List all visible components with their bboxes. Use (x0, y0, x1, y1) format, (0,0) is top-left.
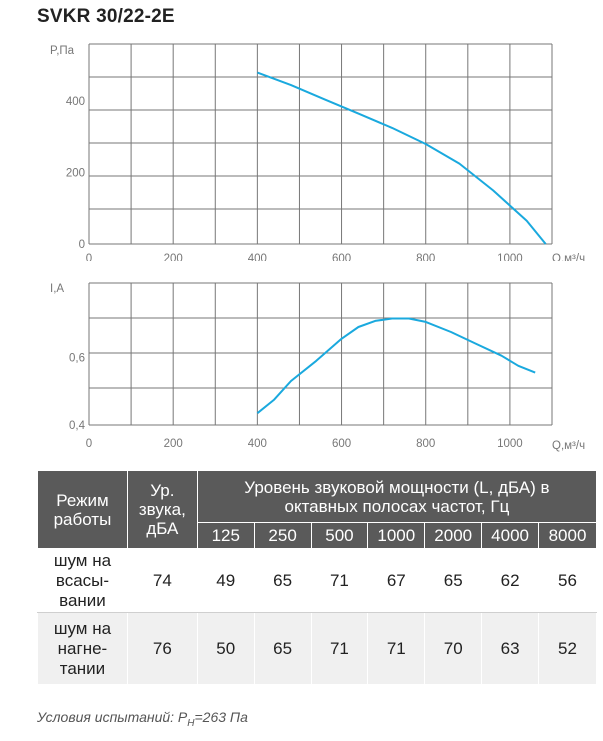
freq-header: 8000 (538, 522, 597, 549)
current-series (256, 317, 536, 414)
octave-value-cell: 71 (310, 612, 369, 685)
current-x-tick-label: 200 (164, 438, 183, 450)
current-x-axis-label: Q,м³/ч (552, 440, 585, 452)
test-conditions-suffix: =263 Па (194, 709, 248, 725)
pressure-y-tick-label: 400 (66, 96, 85, 108)
sound-level-cell: 76 (126, 612, 198, 685)
octave-value-cell: 70 (424, 612, 483, 685)
octave-value-cell: 71 (310, 548, 369, 613)
pressure-x-axis-label: Q,м³/ч (552, 253, 585, 261)
test-conditions-note: Условия испытаний: PН=263 Па (37, 709, 248, 729)
mode-cell: шум на нагне-тании (37, 612, 128, 685)
freq-header: 4000 (481, 522, 540, 549)
pressure-x-tick-label: 0 (86, 253, 92, 261)
pressure-chart: 0 200 400 0 200 400 600 800 1000 P,Па Q,м³/ч (50, 43, 585, 261)
pressure-y-tick-label: 200 (66, 168, 85, 180)
table-row: шум на всасы-вании 74 49 65 71 67 65 62 56 (37, 548, 597, 613)
current-y-axis-label: I,А (50, 283, 64, 295)
octave-value-cell: 52 (538, 612, 597, 685)
header-mode: Режим работы (37, 470, 128, 549)
pressure-series (257, 71, 547, 245)
current-y-ticks: 0,4 0,6 (69, 352, 86, 432)
pressure-x-tick-label: 600 (332, 253, 351, 261)
current-x-ticks: 0 200 400 600 800 1000 (86, 438, 523, 450)
sound-level-cell: 74 (126, 548, 198, 613)
octave-value-cell: 56 (538, 548, 597, 613)
current-x-tick-label: 400 (248, 438, 267, 450)
freq-header: 2000 (424, 522, 483, 549)
noise-table: Режим работы Ур. звука, дБА Уровень звук… (37, 470, 598, 685)
page-title: SVKR 30/22-2E (37, 6, 175, 27)
current-x-tick-label: 0 (86, 438, 92, 450)
octave-value-cell: 49 (196, 548, 255, 613)
pressure-x-ticks: 0 200 400 600 800 1000 (86, 253, 523, 261)
current-chart: 0,4 0,6 0 200 400 600 800 1000 I,А Q,м³/ч (50, 282, 585, 452)
test-conditions-subscript: Н (187, 717, 195, 729)
octave-value-cell: 71 (367, 612, 426, 685)
header-octave-bands: Уровень звуковой мощности (L, дБА) в окт… (196, 470, 598, 523)
pressure-y-ticks: 0 200 400 (66, 96, 85, 251)
current-x-tick-label: 1000 (497, 438, 523, 450)
pressure-x-tick-label: 400 (248, 253, 267, 261)
octave-value-cell: 65 (253, 548, 312, 613)
pressure-grid (88, 43, 553, 245)
mode-cell: шум на всасы-вании (37, 548, 128, 613)
table-row: шум на нагне-тании 76 50 65 71 71 70 63 52 (37, 612, 597, 685)
pressure-y-axis-label: P,Па (50, 45, 75, 57)
current-x-tick-label: 600 (332, 438, 351, 450)
pressure-x-tick-label: 1000 (497, 253, 523, 261)
freq-header: 125 (196, 522, 255, 549)
current-y-tick-label: 0,4 (69, 420, 86, 432)
test-conditions-prefix: Условия испытаний: P (37, 709, 188, 725)
freq-header: 1000 (367, 522, 426, 549)
current-y-tick-label: 0,6 (69, 352, 85, 364)
current-grid (88, 282, 553, 426)
header-sound-level: Ур. звука, дБА (126, 470, 198, 549)
octave-value-cell: 65 (424, 548, 483, 613)
pressure-y-tick-label: 0 (79, 239, 85, 251)
octave-value-cell: 63 (481, 612, 540, 685)
octave-value-cell: 67 (367, 548, 426, 613)
freq-header: 250 (253, 522, 312, 549)
octave-value-cell: 65 (253, 612, 312, 685)
octave-value-cell: 62 (481, 548, 540, 613)
current-curve (256, 317, 536, 414)
current-x-tick-label: 800 (416, 438, 435, 450)
octave-value-cell: 50 (196, 612, 255, 685)
pressure-x-tick-label: 200 (164, 253, 183, 261)
pressure-x-tick-label: 800 (416, 253, 435, 261)
pressure-curve (257, 71, 547, 245)
freq-header: 500 (310, 522, 369, 549)
